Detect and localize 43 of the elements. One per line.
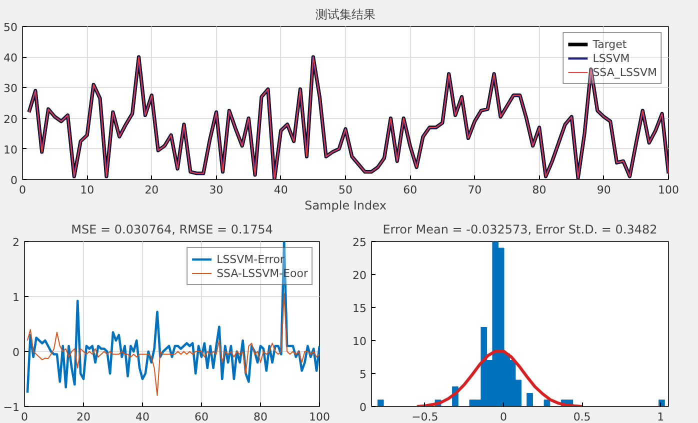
- x-tick-label: 0: [21, 410, 28, 423]
- x-tick-label: 1: [657, 410, 664, 423]
- y-tick-label: 15: [352, 302, 367, 315]
- legend-label: LSSVM: [592, 51, 630, 65]
- x-tick-label: 40: [136, 410, 150, 423]
- chart-title: 测试集结果: [316, 8, 376, 22]
- x-tick-label: 10: [80, 184, 94, 196]
- x-tick-label: 100: [309, 410, 330, 423]
- x-tick-label: 0: [500, 410, 507, 423]
- x-tick-label: 0.5: [573, 410, 591, 423]
- y-tick-label: 20: [4, 112, 18, 126]
- y-tick-label: 2: [12, 236, 20, 249]
- x-tick-label: 60: [403, 184, 418, 196]
- y-tick-label: 20: [352, 269, 367, 282]
- y-tick-label: 10: [352, 335, 367, 348]
- legend-label: Target: [592, 37, 627, 51]
- x-tick-label: 30: [209, 184, 224, 196]
- y-tick-label: 0: [360, 401, 366, 414]
- chart-title: Error Mean = -0.032573, Error St.D. = 0.3482: [382, 222, 658, 236]
- x-tick-label: 40: [274, 184, 288, 196]
- x-tick-label: −0.5: [412, 410, 438, 423]
- y-tick-label: 25: [352, 236, 367, 249]
- y-tick-label: 1: [12, 291, 20, 304]
- y-tick-label: 0: [10, 174, 18, 187]
- y-tick-label: 50: [4, 21, 18, 34]
- y-tick-label: 0: [12, 346, 20, 359]
- x-axis-title: Sample Index: [304, 198, 386, 212]
- y-tick-label: −1: [3, 401, 20, 414]
- x-tick-label: 60: [194, 410, 208, 423]
- x-tick-label: 90: [596, 184, 611, 196]
- x-tick-label: 20: [76, 410, 90, 423]
- x-tick-label: 80: [532, 184, 546, 196]
- x-tick-label: 80: [254, 410, 268, 423]
- y-tick-label: 5: [360, 368, 366, 381]
- legend-label: SSA_LSSVM: [592, 65, 657, 79]
- y-tick-label: 30: [4, 82, 18, 96]
- y-tick-label: 40: [4, 52, 18, 65]
- chart-title: MSE = 0.030764, RMSE = 0.1754: [71, 222, 273, 236]
- x-tick-label: 20: [144, 184, 159, 196]
- x-tick-label: 50: [338, 184, 352, 196]
- x-tick-label: 100: [658, 184, 679, 196]
- x-tick-label: 70: [468, 184, 482, 196]
- y-tick-label: 10: [4, 143, 18, 156]
